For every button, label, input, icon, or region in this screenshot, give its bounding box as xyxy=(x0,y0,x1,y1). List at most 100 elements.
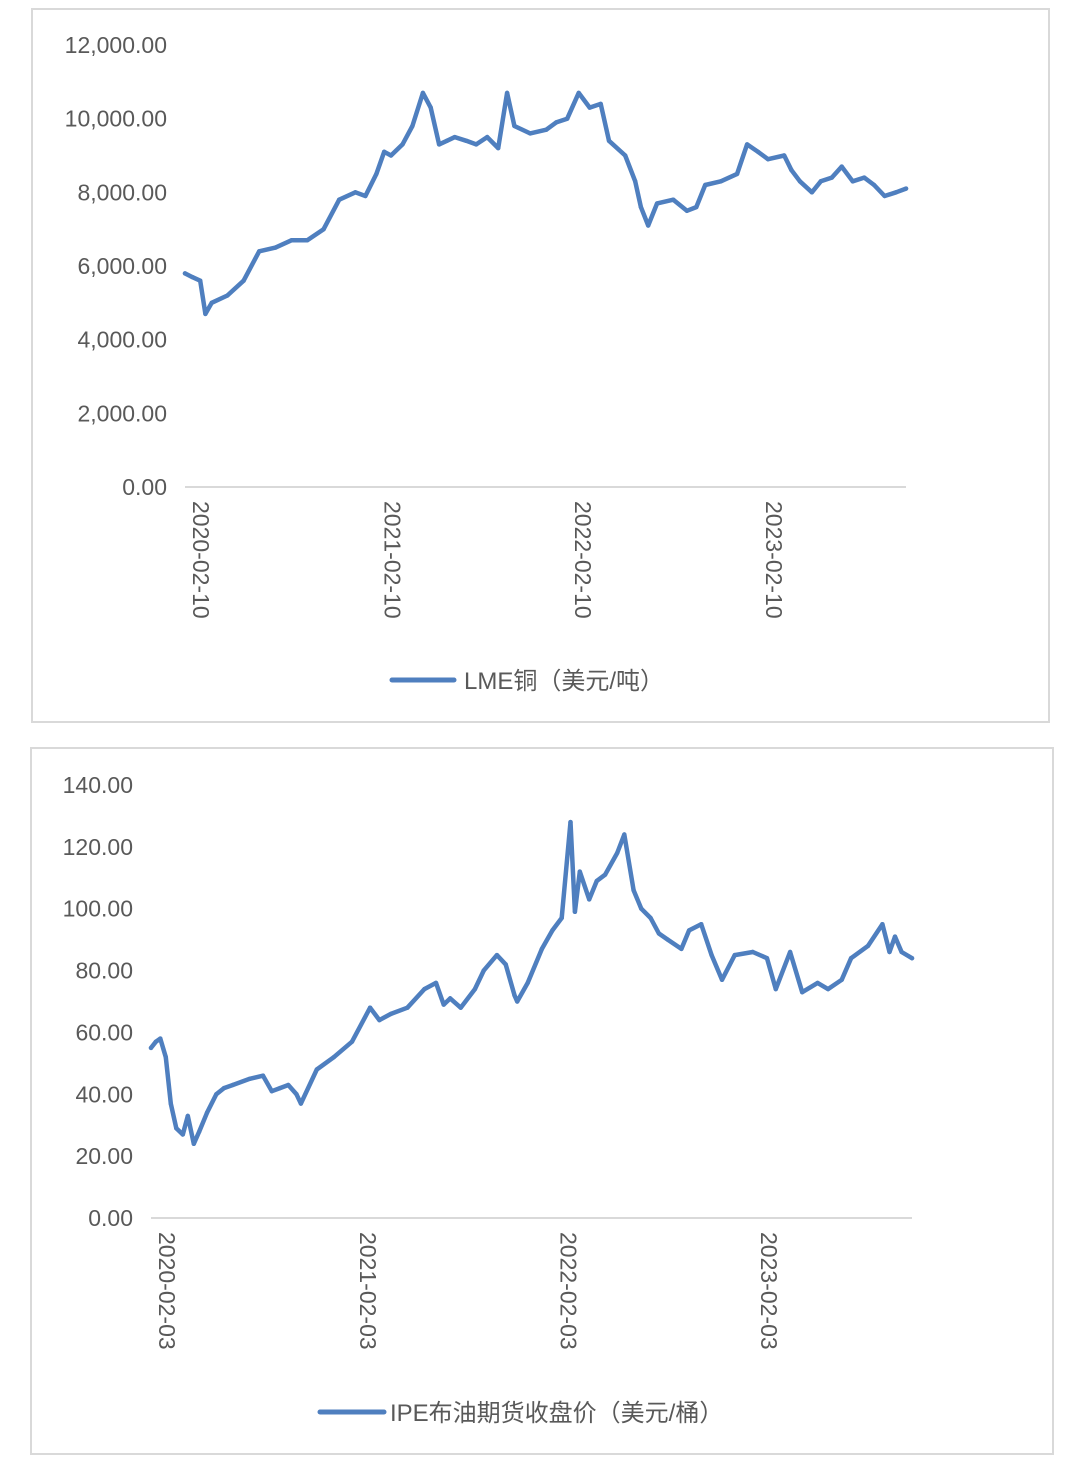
brent-data-point xyxy=(665,937,670,942)
brent-data-point xyxy=(331,1055,336,1060)
brent-chart-panel: 0.00 20.00 40.00 60.00 80.00 100.00 120.00 140.… xyxy=(30,747,1054,1455)
brent-data-point xyxy=(349,1039,355,1044)
brent-data-point xyxy=(839,977,844,982)
brent-data-point xyxy=(158,1036,163,1041)
copper-data-point xyxy=(554,120,559,125)
copper-data-point xyxy=(633,179,638,184)
brent-data-point xyxy=(577,869,582,874)
brent-data-point xyxy=(568,819,573,825)
copper-data-point xyxy=(353,190,358,195)
copper-data-point xyxy=(839,164,844,169)
copper-data-point xyxy=(305,238,310,243)
brent-data-point xyxy=(892,934,898,939)
brent-data-point xyxy=(539,946,545,952)
copper-data-point xyxy=(289,238,294,243)
brent-data-point xyxy=(615,850,620,856)
copper-x-tick-label: 2021-02-10 xyxy=(379,501,405,619)
brent-y-tick-label: 60.00 xyxy=(75,1019,133,1045)
brent-data-point xyxy=(587,897,592,902)
copper-data-point xyxy=(598,101,603,107)
brent-data-point xyxy=(594,878,599,884)
brent-data-point xyxy=(168,1101,173,1106)
copper-data-point xyxy=(782,153,787,158)
brent-y-tick-label: 100.00 xyxy=(63,896,133,922)
brent-data-point xyxy=(648,915,653,921)
copper-data-point xyxy=(420,90,426,96)
copper-data-point xyxy=(544,127,549,132)
brent-data-point xyxy=(298,1101,304,1106)
copper-data-point xyxy=(452,134,457,140)
brent-data-point xyxy=(174,1126,179,1131)
brent-data-point xyxy=(899,949,904,955)
copper-y-tick-label: 0.00 xyxy=(122,474,167,500)
copper-data-point xyxy=(496,145,501,151)
brent-data-point xyxy=(377,1017,382,1023)
copper-data-point xyxy=(241,278,246,283)
brent-data-point xyxy=(148,1045,154,1051)
brent-y-tick-label: 20.00 xyxy=(75,1143,133,1169)
copper-data-point xyxy=(893,190,899,195)
copper-data-point xyxy=(464,138,469,143)
brent-data-point xyxy=(405,1005,410,1010)
brent-data-point xyxy=(572,909,578,914)
brent-data-point xyxy=(679,946,684,952)
copper-data-point xyxy=(382,149,387,154)
copper-data-point xyxy=(337,197,342,202)
brent-data-point xyxy=(269,1089,274,1094)
copper-data-point xyxy=(850,179,855,184)
brent-data-point xyxy=(750,949,755,955)
brent-data-point xyxy=(197,1129,202,1134)
brent-x-tick-label: 2020-02-03 xyxy=(154,1232,180,1350)
brent-data-point xyxy=(800,990,805,995)
brent-chart-svg: 0.00 20.00 40.00 60.00 80.00 100.00 120.00 140.… xyxy=(63,772,915,1427)
brent-data-point xyxy=(503,962,508,967)
brent-data-point xyxy=(622,832,627,837)
copper-data-point xyxy=(871,182,877,188)
copper-data-point xyxy=(809,190,815,195)
brent-y-tick-label: 0.00 xyxy=(88,1205,133,1231)
copper-data-point xyxy=(587,105,592,110)
copper-data-point xyxy=(374,171,379,177)
brent-data-point xyxy=(686,928,692,933)
copper-x-tick-group: 2020-02-10 xyxy=(188,501,214,619)
copper-data-point xyxy=(410,123,415,129)
copper-x-tick-group: 2021-02-10 xyxy=(379,501,405,619)
copper-data-point xyxy=(797,179,803,184)
brent-data-point xyxy=(422,986,427,992)
brent-data-point xyxy=(314,1067,319,1072)
brent-y-tick-label: 80.00 xyxy=(75,958,133,984)
copper-data-point xyxy=(474,142,479,147)
copper-data-point xyxy=(512,123,517,129)
brent-data-point xyxy=(277,1085,283,1091)
brent-data-point xyxy=(815,980,820,986)
copper-data-point xyxy=(203,311,208,317)
brent-data-point xyxy=(773,986,778,992)
copper-data-point xyxy=(444,138,450,143)
copper-data-point xyxy=(623,153,628,158)
brent-data-point xyxy=(732,952,737,958)
brent-data-point xyxy=(709,952,714,958)
brent-data-point xyxy=(825,986,831,992)
brent-data-point xyxy=(286,1082,291,1088)
brent-data-point xyxy=(247,1076,252,1081)
brent-data-point xyxy=(481,968,486,973)
brent-data-point xyxy=(163,1055,168,1060)
copper-data-point xyxy=(654,201,660,206)
copper-legend-label: LME铜（美元/吨） xyxy=(464,668,664,695)
copper-y-tick-label: 2,000.00 xyxy=(77,400,167,426)
brent-data-point xyxy=(472,986,478,992)
copper-y-tick-label: 6,000.00 xyxy=(77,253,167,279)
brent-data-point xyxy=(887,949,892,955)
copper-data-point xyxy=(903,186,909,191)
copper-data-point xyxy=(734,171,740,177)
copper-data-point xyxy=(818,179,823,184)
copper-data-point xyxy=(190,274,195,280)
brent-x-tick-label: 2021-02-03 xyxy=(355,1232,381,1350)
brent-data-point xyxy=(602,872,608,877)
brent-data-point xyxy=(494,952,500,958)
brent-data-point xyxy=(631,888,636,893)
brent-data-point xyxy=(367,1005,373,1010)
brent-data-point xyxy=(180,1132,185,1137)
brent-data-point xyxy=(550,928,555,933)
brent-data-point xyxy=(880,922,885,927)
